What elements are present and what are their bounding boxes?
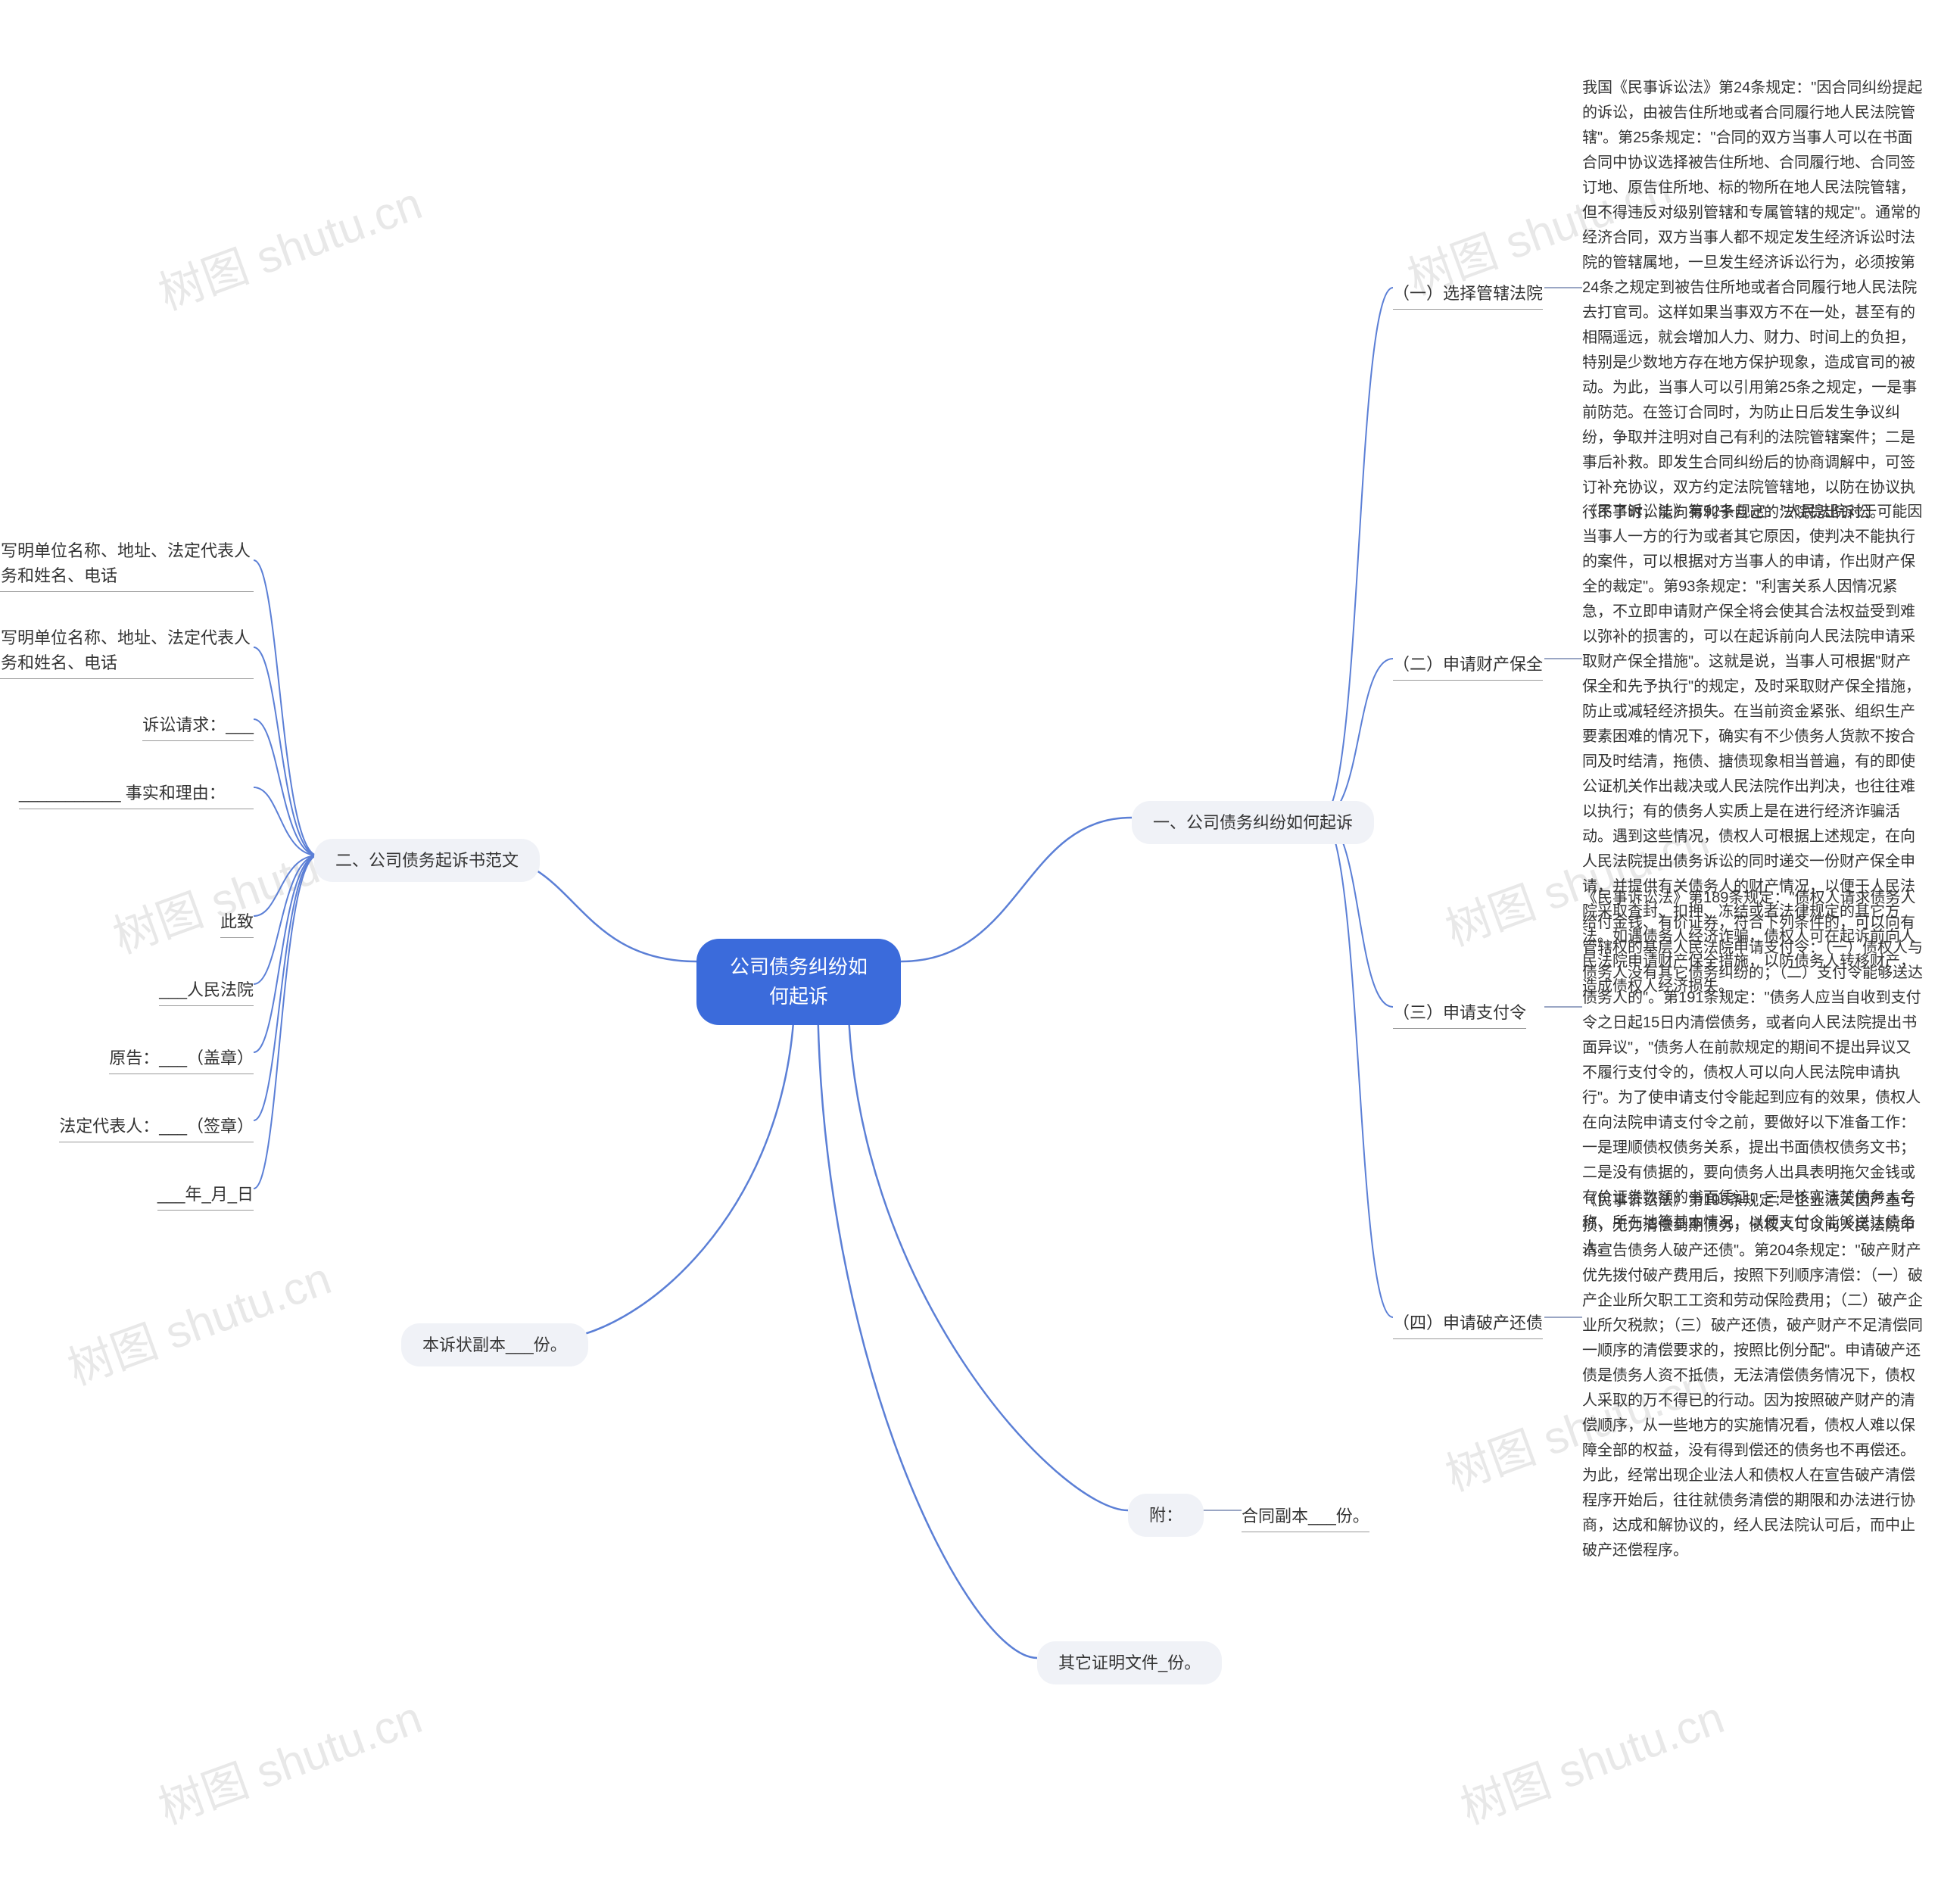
left-child-3: 诉讼请求：___	[142, 708, 254, 741]
extra-2: 附：	[1128, 1494, 1204, 1537]
left-child-6: ___人民法院	[159, 973, 254, 1006]
watermark: 树图 shutu.cn	[148, 167, 429, 323]
extra-3: 其它证明文件_份。	[1037, 1641, 1222, 1684]
right-sub-3: （三）申请支付令	[1393, 996, 1526, 1029]
right-sub-2: （二）申请财产保全	[1393, 647, 1543, 681]
left-child-2: 被告：写明单位名称、地址、法定代表人及其职务和姓名、电话	[0, 621, 254, 679]
right-desc-1: 我国《民事诉讼法》第24条规定："因合同纠纷提起的诉讼，由被告住所地或者合同履行…	[1582, 76, 1923, 525]
extra-1: 本诉状副本___份。	[401, 1323, 588, 1366]
left-child-5: 此致	[220, 905, 254, 938]
left-child-4: ___________ 事实和理由：	[19, 776, 254, 809]
watermark: 树图 shutu.cn	[58, 1242, 338, 1398]
watermark: 树图 shutu.cn	[103, 810, 384, 966]
watermark: 树图 shutu.cn	[148, 1681, 429, 1837]
left-child-1: 原告：写明单位名称、地址、法定代表人及其职务和姓名、电话	[0, 534, 254, 592]
right-desc-4: 《民事诉讼法》第199条规定："企业法人因严重亏损，无力清偿到期债务，债权人可以…	[1582, 1189, 1923, 1563]
branch-right-main: 一、公司债务纠纷如何起诉	[1132, 801, 1374, 844]
branch-left-main: 二、公司债务起诉书范文	[314, 839, 540, 882]
extra-2-child: 合同副本___份。	[1242, 1499, 1369, 1532]
right-sub-1: （一）选择管辖法院	[1393, 276, 1543, 310]
watermark: 树图 shutu.cn	[1450, 1681, 1731, 1837]
left-child-8: 法定代表人：___（签章）	[59, 1109, 254, 1142]
left-child-7: 原告：___（盖章）	[109, 1041, 254, 1074]
center-node: 公司债务纠纷如何起诉	[696, 939, 901, 1025]
left-child-9: ___年_月_日	[157, 1177, 254, 1211]
right-sub-4: （四）申请破产还债	[1393, 1306, 1543, 1339]
